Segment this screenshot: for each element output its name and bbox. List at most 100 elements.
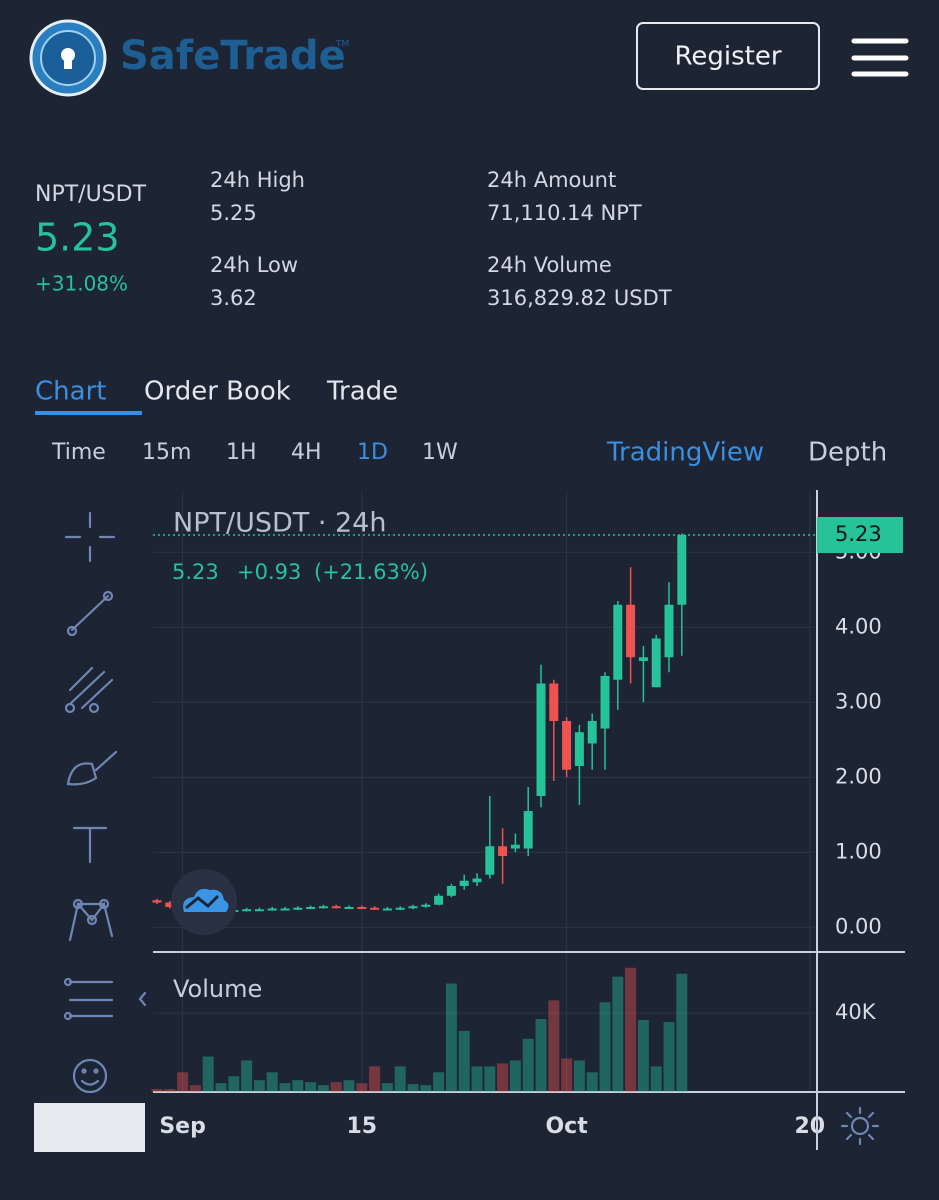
- volume-bar: [433, 1072, 445, 1092]
- fib-tool[interactable]: [64, 666, 114, 714]
- interval[interactable]: 15m: [142, 440, 191, 465]
- candle-body: [395, 907, 405, 910]
- candle-body: [254, 909, 264, 912]
- volume-bar: [241, 1060, 253, 1092]
- stat-label: 24h Amount: [487, 168, 616, 192]
- legend-close: 5.23: [172, 560, 219, 584]
- candle-body: [318, 906, 328, 909]
- volume-bar: [420, 1085, 432, 1092]
- volume-bar: [279, 1083, 291, 1092]
- candle-body: [421, 904, 431, 907]
- volume-bar: [228, 1076, 240, 1092]
- y-tick-label: 3.00: [835, 689, 882, 713]
- volume-label: Volume: [173, 975, 262, 1003]
- candle-body: [485, 846, 495, 875]
- interval[interactable]: 1D: [357, 440, 388, 465]
- candle-body: [651, 638, 661, 688]
- candle-body: [600, 676, 610, 729]
- trademark: TM: [335, 40, 349, 50]
- crosshair-tool[interactable]: [64, 511, 116, 563]
- y-tick-label: 4.00: [835, 614, 882, 638]
- volume-bar: [561, 1058, 573, 1092]
- volume-bar: [573, 1060, 585, 1092]
- candle-body: [331, 906, 341, 909]
- volume-bar: [650, 1066, 662, 1092]
- interval[interactable]: 4H: [291, 440, 322, 465]
- stats: 24h High 5.25 24h Low 3.62 24h Amount 71,110.…: [210, 168, 672, 310]
- emoji-tool[interactable]: [72, 1058, 108, 1094]
- tradingview-badge[interactable]: [171, 869, 237, 935]
- candle-body: [472, 878, 482, 883]
- intervals: Time 15m 1H 4H 1D 1W TradingView Depth: [51, 438, 887, 468]
- volume-bar: [676, 973, 688, 1092]
- candle-body: [280, 908, 290, 911]
- blurred-area: [34, 1103, 145, 1152]
- volume-bar: [497, 1063, 509, 1092]
- candle-body: [408, 906, 418, 909]
- tab[interactable]: Chart: [35, 377, 106, 407]
- candle-body: [459, 880, 469, 886]
- volume-bar: [535, 1019, 547, 1092]
- stat-value: 3.62: [210, 286, 257, 310]
- volume-bar: [369, 1066, 381, 1092]
- candle-body: [434, 895, 444, 905]
- candle-body: [587, 721, 597, 744]
- volume-bar: [177, 1072, 189, 1092]
- line-tool[interactable]: [66, 590, 114, 637]
- logo[interactable]: SafeTrade TM: [29, 19, 349, 97]
- prediction-tool[interactable]: [63, 977, 114, 1021]
- interval[interactable]: 1W: [422, 440, 458, 465]
- price-chart: Sep15Oct200.001.002.003.004.005.0040K5.2…: [151, 490, 905, 1150]
- candle-body: [357, 907, 367, 909]
- drawing-toolbar: [63, 511, 147, 1094]
- stat-value: 5.25: [210, 201, 257, 225]
- x-tick-label: 20: [794, 1114, 825, 1139]
- tab-underline: [35, 411, 142, 415]
- candle-body: [370, 907, 380, 910]
- brand: SafeTrade: [120, 33, 346, 79]
- menu-button[interactable]: [851, 38, 909, 77]
- collapse-arrow[interactable]: [138, 991, 147, 1007]
- stat-value: 316,829.82 USDT: [487, 286, 672, 310]
- register-label[interactable]: Register: [674, 42, 781, 72]
- volume-bar: [625, 967, 637, 1092]
- volume-bar: [292, 1080, 304, 1092]
- volume-bar: [164, 1089, 176, 1092]
- tab[interactable]: Trade: [326, 377, 398, 407]
- volume-bar: [356, 1083, 368, 1092]
- candle-body: [562, 721, 572, 770]
- candle-body: [344, 907, 354, 909]
- x-tick-label: 15: [346, 1114, 377, 1139]
- text-tool[interactable]: [72, 826, 108, 864]
- candle-body: [574, 732, 584, 766]
- brush-tool[interactable]: [66, 750, 118, 786]
- volume-bar: [471, 1066, 483, 1092]
- volume-bar: [484, 1066, 496, 1092]
- pattern-tool[interactable]: [68, 898, 114, 942]
- candle-body: [677, 535, 687, 605]
- view-toggle[interactable]: Depth: [808, 438, 887, 468]
- candle-body: [664, 604, 674, 658]
- x-tick-label: Sep: [159, 1114, 206, 1139]
- volume-bar: [394, 1066, 406, 1092]
- settings-icon[interactable]: [840, 1106, 880, 1146]
- volume-bar: [215, 1083, 227, 1092]
- volume-bar: [599, 1002, 611, 1092]
- legend-change: +0.93: [237, 560, 301, 584]
- interval[interactable]: 1H: [226, 440, 257, 465]
- volume-bar: [343, 1080, 355, 1092]
- stat-value: 71,110.14 NPT: [487, 201, 642, 225]
- volume-bar: [407, 1084, 419, 1092]
- y-tick-label: 0.00: [835, 914, 882, 938]
- tab[interactable]: Order Book: [144, 377, 291, 407]
- volume-bar: [202, 1056, 214, 1092]
- interval[interactable]: Time: [51, 440, 106, 465]
- volume-tick-label: 40K: [835, 1000, 877, 1024]
- candle-body: [267, 908, 277, 911]
- pair: NPT/USDT: [35, 182, 147, 207]
- view-toggle[interactable]: TradingView: [606, 438, 764, 468]
- volume-bar: [381, 1083, 393, 1092]
- register-button[interactable]: Register: [636, 22, 820, 90]
